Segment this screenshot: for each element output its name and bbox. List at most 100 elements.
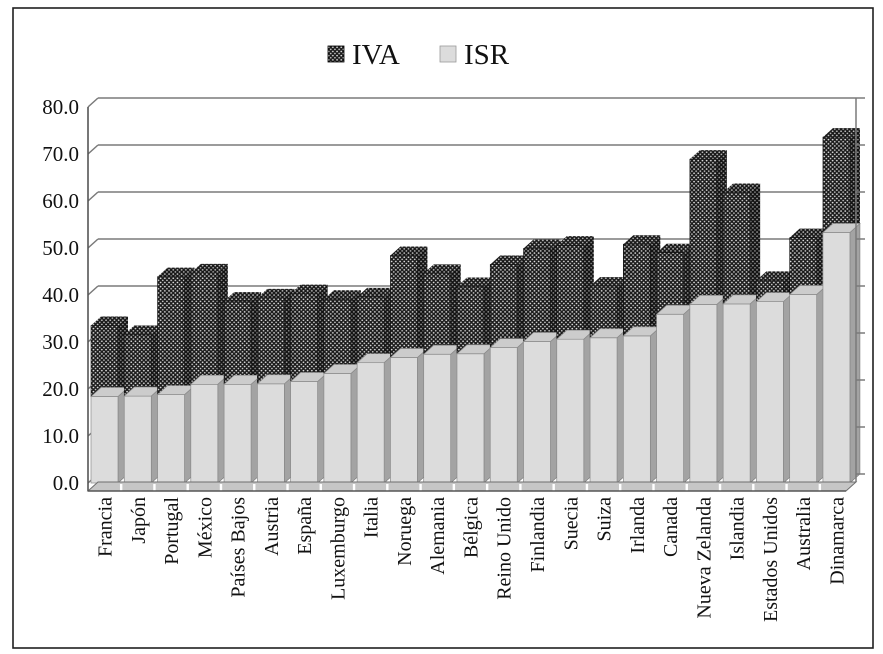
bar-segment-iva-top (91, 316, 128, 326)
bar-alemania (422, 264, 462, 484)
bar-segment-isr (523, 341, 551, 484)
bar-segment-iva-top (556, 236, 594, 246)
bar-segment-iva-top (689, 150, 727, 160)
bar-segment-iva-top-shade (789, 228, 827, 238)
bar-segment-iva-top (423, 264, 461, 274)
bar-estados-unidos (755, 271, 795, 484)
gridline-connector (87, 191, 99, 202)
bar-segment-iva (822, 136, 851, 233)
bar-irlanda (622, 235, 662, 484)
bar-segment-iva (523, 248, 551, 342)
gridline-connector (87, 285, 99, 296)
bar-segment-iva-top-shade (357, 287, 395, 297)
bar-segment-iva-top (490, 255, 528, 265)
x-category-label: Australia (793, 497, 815, 570)
bar-segment-isr (157, 394, 185, 484)
bar-segment-iva-top-shade (157, 267, 195, 277)
bar-portugal (156, 267, 196, 484)
x-category-label: España (294, 497, 316, 555)
bar-segment-isr (190, 383, 219, 484)
bar-países-bajos (223, 292, 262, 484)
bar-noruega (389, 246, 429, 484)
legend: IVA ISR (327, 39, 510, 71)
bar-segment-iva (656, 252, 684, 315)
x-category-label: Francia (95, 497, 117, 557)
bar-méxico (189, 263, 229, 484)
bar-segment-iva-top-shade (257, 288, 295, 298)
axes-layer (86, 97, 865, 492)
legend-swatch-iva (327, 45, 345, 63)
y-tick-label: 0.0 (53, 471, 79, 495)
bar-segment-iva (789, 237, 817, 295)
bar-segment-iva-top (290, 284, 328, 294)
bar-finlandia (522, 239, 562, 484)
bar-segment-iva-top-shade (656, 243, 694, 253)
bar-segment-iva-top (157, 267, 195, 277)
bar-segment-iva (689, 158, 718, 305)
bar-segment-iva-top-shade (190, 263, 228, 273)
bar-segment-iva-top-shade (224, 292, 262, 302)
bar-segment-isr (257, 383, 285, 484)
bar-segment-isr (656, 313, 684, 484)
bar-segment-iva-top-shade (723, 183, 761, 193)
y-tick-label: 60.0 (42, 189, 79, 213)
bar-segment-iva-top (723, 183, 761, 193)
bar-dinamarca (822, 128, 861, 484)
bar-segment-iva-side (849, 128, 860, 233)
bar-segment-isr (622, 335, 651, 484)
x-category-label: México (194, 497, 216, 558)
bar-segment-iva-top (190, 263, 228, 273)
bar-segment-isr (390, 357, 418, 484)
bar-segment-iva (623, 243, 651, 337)
bar-segment-iva-top (224, 292, 262, 302)
bar-canada (655, 243, 695, 484)
y-tick-label: 80.0 (42, 95, 79, 119)
bar-segment-isr (689, 304, 718, 484)
bar-segment-isr (722, 303, 751, 484)
x-category-label: Reino Unido (494, 497, 516, 600)
bar-segment-isr (90, 396, 119, 484)
bar-reino-unido (489, 255, 529, 484)
bar-segment-isr (290, 381, 318, 484)
bar-segment-iva (323, 298, 352, 374)
x-category-label: Austria (261, 497, 283, 556)
bar-segment-iva-top-shade (124, 325, 162, 335)
y-tick-label: 50.0 (42, 236, 79, 260)
bar-segment-iva-side-shade (750, 183, 761, 304)
x-category-label: Estados Unidos (760, 497, 782, 622)
bar-segment-iva (356, 296, 385, 363)
bar-segment-iva-top-shade (556, 236, 594, 246)
bar-islandia (722, 183, 762, 484)
bar-segment-iva (290, 293, 318, 382)
bar-segment-isr (789, 294, 818, 484)
bar-segment-isr (223, 383, 252, 484)
bar-segment-iva (90, 325, 119, 397)
bar-segment-iva-top-shade (290, 284, 328, 294)
bar-bélgica (456, 277, 495, 484)
x-category-label: Suiza (594, 497, 616, 542)
bar-segment-iva (390, 255, 418, 358)
bar-segment-iva (223, 300, 252, 385)
bar-segment-iva-top (357, 287, 395, 297)
axis-labels-layer: 0.0 10.0 20.0 30.0 40.0 50.0 60.0 70.0 80.0 Franc… (42, 95, 848, 622)
bar-segment-iva-top-shade (323, 290, 361, 300)
bar-segment-iva-top (656, 243, 694, 253)
bar-segment-iva-top (822, 128, 860, 138)
bars-layer (90, 128, 861, 484)
y-tick-label: 70.0 (42, 142, 79, 166)
y-tick-label: 20.0 (42, 377, 79, 401)
x-category-label: Japón (128, 497, 150, 544)
legend-label-iva: IVA (352, 39, 400, 71)
bar-segment-iva-side-shade (849, 128, 860, 233)
bar-japón (123, 325, 163, 484)
bar-segment-iva-top-shade (390, 246, 428, 256)
x-category-label: Nueva Zelanda (693, 497, 715, 619)
bar-segment-iva-top (623, 235, 661, 245)
bar-españa (289, 284, 329, 484)
x-category-label: Finlandia (527, 497, 549, 573)
bar-segment-iva-top-shade (623, 235, 661, 245)
bar-segment-iva-top-shade (689, 150, 727, 160)
x-category-label: Canada (660, 497, 682, 557)
gridline-connector (87, 238, 99, 249)
